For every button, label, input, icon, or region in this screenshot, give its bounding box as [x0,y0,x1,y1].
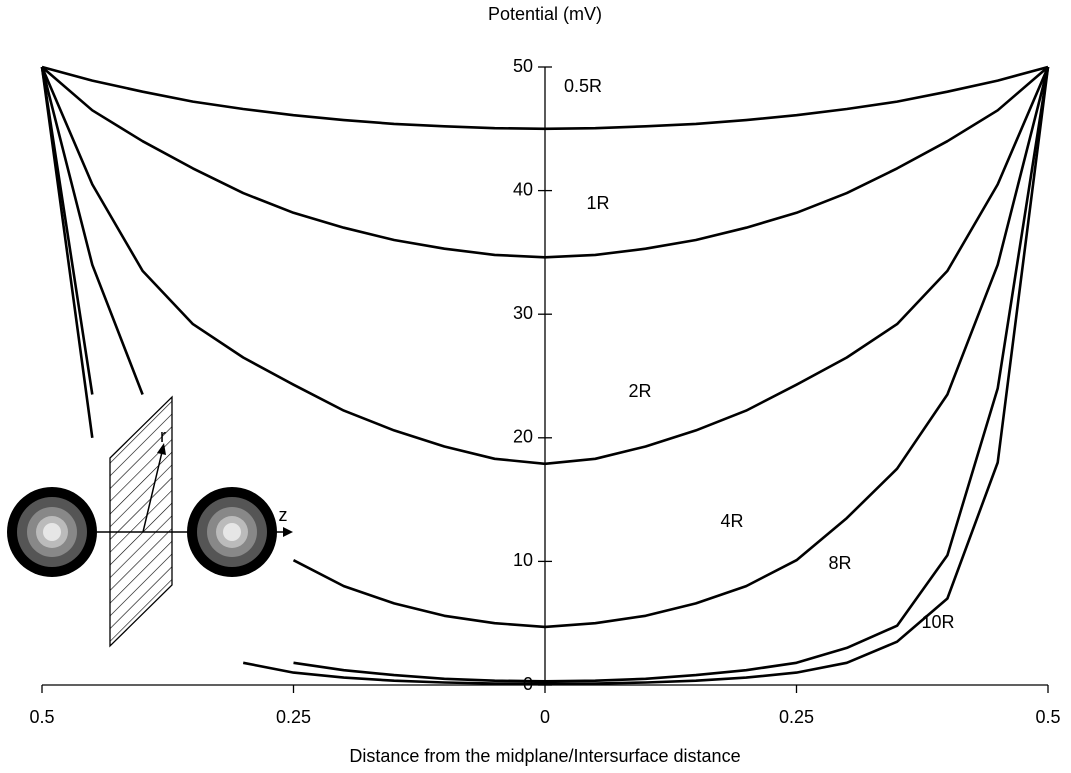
particle-right [187,487,277,577]
z-arrowhead [283,527,293,537]
y-tick-label: 10 [513,550,533,570]
series-label: 10R [921,612,954,632]
y-tick-label: 20 [513,427,533,447]
inset-diagram: z r [7,395,293,648]
curve [40,66,1050,686]
x-tick-label: 0.25 [276,707,311,727]
z-label: z [279,505,288,525]
series-label: 1R [586,193,609,213]
series-label: 4R [720,511,743,531]
x-tick-label: 0 [540,707,550,727]
y-tick-label: 0 [523,674,533,694]
chart-title: Potential (mV) [488,4,602,24]
y-tick-label: 30 [513,303,533,323]
curve [40,66,1050,629]
y-tick-label: 40 [513,179,533,199]
x-tick-label: 0.5 [1035,707,1060,727]
x-axis-label: Distance from the midplane/Intersurface … [349,746,740,766]
r-arrow [142,451,163,533]
x-tick-label: 0.5 [29,707,54,727]
series-label: 0.5R [564,76,602,96]
x-tick-label: 0.25 [779,707,814,727]
series-label: 8R [828,553,851,573]
series-label: 2R [628,381,651,401]
r-label: r [160,426,166,446]
midplane [109,395,173,648]
y-tick-label: 50 [513,56,533,76]
particle-left [7,487,97,577]
r-arrowhead [157,443,166,455]
